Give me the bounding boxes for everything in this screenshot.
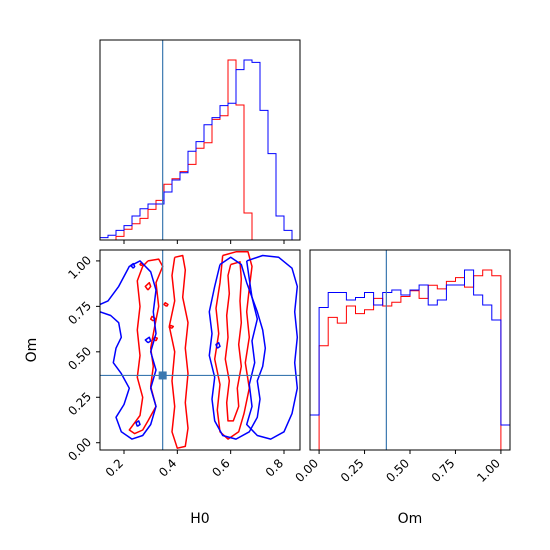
om-hist-blue (309, 269, 511, 450)
om-marginal-frame (309, 249, 511, 451)
om-marginal-xtick-label: 0.25 (338, 456, 367, 485)
h0-xtick-label: 0.6 (209, 456, 232, 479)
om-ytick-label: 0.75 (65, 299, 94, 328)
contour-frame (99, 249, 301, 451)
om-ytick-label: 0.25 (65, 389, 94, 418)
h0-xtick-label: 0.4 (156, 456, 179, 479)
contour-blue (208, 256, 267, 440)
om-hist-red (310, 269, 510, 451)
contour-red (144, 281, 152, 291)
h0-marginal-panel (99, 39, 301, 244)
h0-hist-red (100, 59, 300, 241)
xlabel-h0: H0 (190, 511, 209, 527)
h0-hist-blue (99, 59, 300, 241)
contour-blue (245, 254, 299, 440)
h0-xtick-label: 0.2 (103, 456, 126, 479)
xlabel-om: Om (398, 511, 423, 527)
om-marginal-panel: 0.00 0.25 0.50 0.75 1.00 (292, 249, 511, 485)
h0-om-contour-panel: 0.2 0.4 0.6 0.8 0.00 0.25 0.50 0.75 1.00 (65, 249, 301, 480)
om-marginal-xtick-label: 0.00 (292, 456, 321, 485)
h0-marginal-frame (99, 39, 301, 241)
om-marginal-xtick-label: 0.75 (429, 456, 458, 485)
contour-red (224, 261, 243, 422)
contour-red (168, 254, 189, 449)
truth-marker (158, 371, 167, 380)
contour-blue (100, 260, 157, 440)
h0-xtick-label: 0.8 (263, 456, 286, 479)
contour-red (128, 258, 164, 435)
contour-lines (100, 251, 299, 449)
om-ytick-label: 1.00 (65, 253, 94, 282)
contour-red (149, 315, 157, 322)
ylabel-om: Om (24, 338, 40, 363)
om-marginal-xtick-label: 1.00 (474, 456, 503, 485)
contour-blue (215, 341, 221, 349)
om-marginal-xtick-label: 0.50 (383, 456, 412, 485)
om-ytick-label: 0.50 (65, 344, 94, 373)
contour-red (213, 251, 253, 440)
contour-blue (135, 420, 141, 428)
contour-red (163, 301, 169, 308)
contour-blue (144, 336, 152, 344)
om-ytick-label: 0.00 (65, 435, 94, 464)
